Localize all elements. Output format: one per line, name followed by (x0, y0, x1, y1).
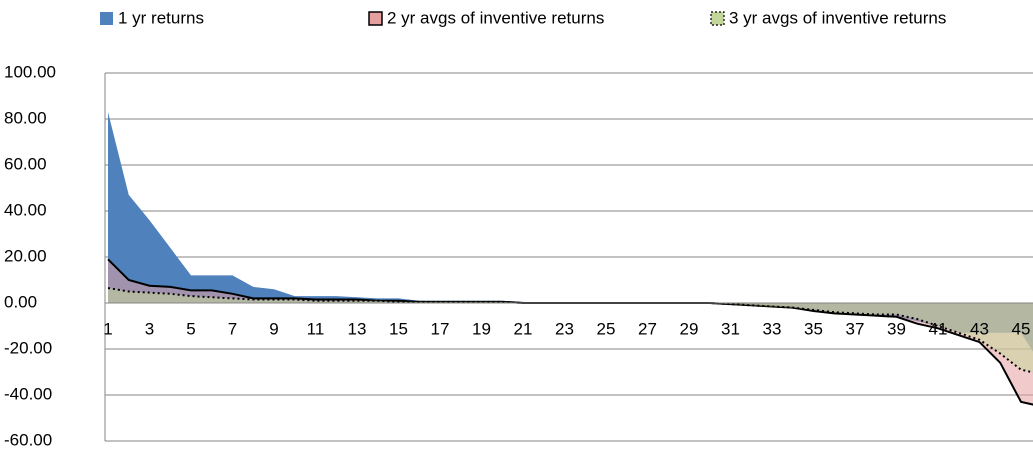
x-tick-label: 23 (555, 319, 574, 338)
x-tick-label: 15 (389, 319, 408, 338)
y-tick-label: -40.00 (4, 384, 52, 403)
legend-swatch (100, 12, 113, 25)
x-tick-label: 35 (804, 319, 823, 338)
x-tick-label: 19 (472, 319, 491, 338)
x-tick-label: 17 (431, 319, 450, 338)
x-tick-label: 11 (307, 319, 325, 338)
x-tick-label: 27 (638, 319, 657, 338)
x-tick-label: 41 (929, 319, 948, 338)
series-line (107, 287, 1033, 374)
legend-label: 2 yr avgs of inventive returns (387, 8, 604, 27)
x-tick-label: 29 (680, 319, 699, 338)
y-tick-label: 40.00 (4, 200, 47, 219)
x-tick-label: 45 (1012, 319, 1031, 338)
y-tick-label: 20.00 (4, 246, 47, 265)
y-tick-label: 0.00 (4, 292, 37, 311)
x-tick-label: 13 (348, 319, 367, 338)
y-tick-label: 80.00 (4, 108, 47, 127)
y-tick-label: 60.00 (4, 154, 47, 173)
x-tick-label: 25 (597, 319, 616, 338)
legend-swatch (710, 11, 725, 26)
x-tick-label: 31 (721, 319, 740, 338)
x-tick-label: 9 (269, 319, 278, 338)
x-tick-label: 7 (228, 319, 237, 338)
x-tick-label: 5 (186, 319, 195, 338)
y-tick-label: -20.00 (4, 338, 52, 357)
x-tick-label: 39 (887, 319, 906, 338)
y-tick-label: -60.00 (4, 430, 52, 449)
legend-swatch (368, 11, 383, 26)
x-tick-label: 21 (514, 319, 533, 338)
legend-label: 1 yr returns (118, 8, 204, 27)
legend-label: 3 yr avgs of inventive returns (729, 8, 946, 27)
x-tick-label: 37 (846, 319, 865, 338)
x-tick-label: 3 (145, 319, 154, 338)
x-tick-label: 33 (763, 319, 782, 338)
x-tick-label: 1 (103, 319, 112, 338)
y-tick-label: 100.00 (4, 62, 56, 81)
x-tick-label: 43 (970, 319, 989, 338)
